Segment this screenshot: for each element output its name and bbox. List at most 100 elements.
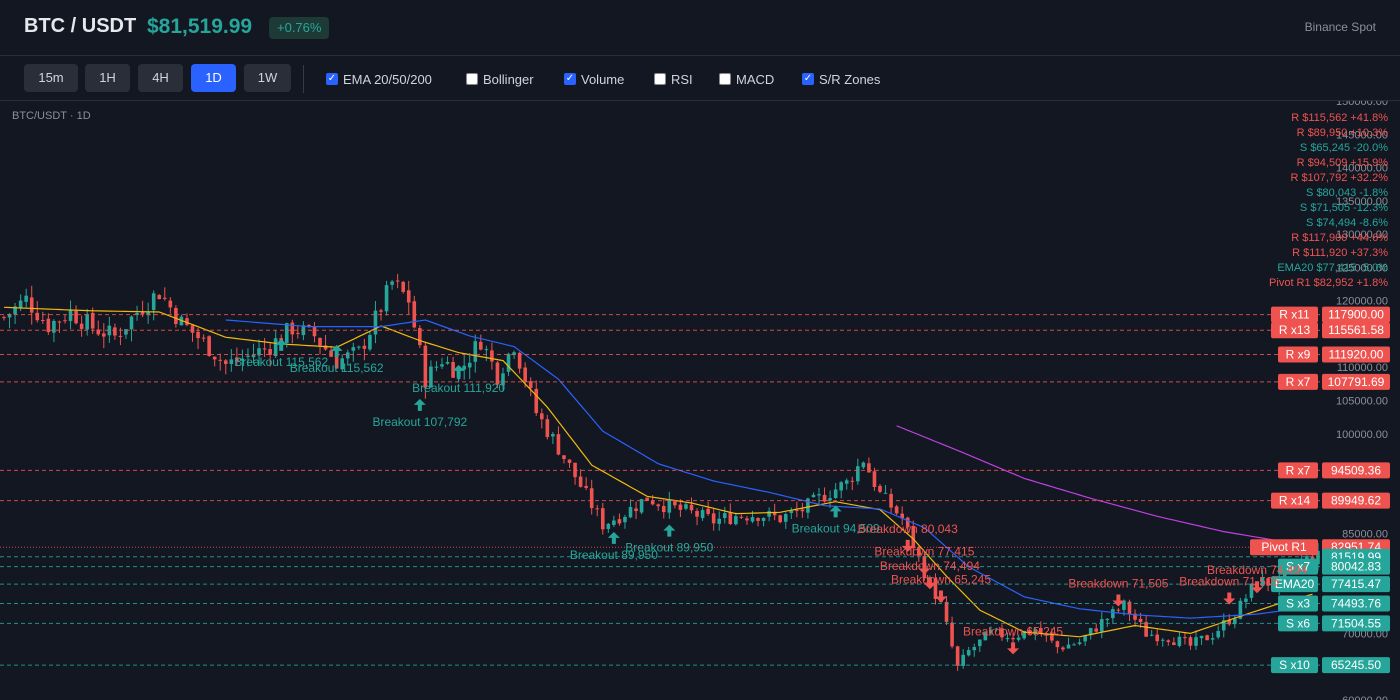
candle-body <box>972 647 977 651</box>
candle-body <box>1083 635 1087 642</box>
candle-body <box>46 318 51 333</box>
candle-body <box>1077 642 1082 645</box>
indicator-ema-toggle[interactable]: ✓ EMA 20/50/200 <box>326 70 432 88</box>
level-legend-line: S $80,043 -1.8% <box>1306 187 1388 199</box>
candle-body <box>539 413 544 420</box>
checkbox-unchecked-icon[interactable] <box>466 73 478 85</box>
timeframe-15m-button[interactable]: 15m <box>24 64 78 92</box>
indicator-bollinger-toggle[interactable]: Bollinger <box>466 70 534 88</box>
level-tag-label: R x14 <box>1279 494 1311 508</box>
candle-body <box>1199 635 1204 639</box>
candle-body <box>606 523 611 529</box>
level-tag-bg <box>1278 595 1318 612</box>
indicator-volume-toggle[interactable]: ✓ Volume <box>564 70 624 88</box>
checkbox-checked-icon[interactable]: ✓ <box>802 73 814 85</box>
level-price-bg <box>1322 657 1390 674</box>
breakout-arrow-up-icon <box>275 338 288 351</box>
trading-pair: BTC / USDT <box>24 15 137 37</box>
candle-body <box>262 348 267 350</box>
candlestick-chart-svg[interactable]: 150000.00 145000.00 140000.00 135000.00 1300… <box>0 101 1400 700</box>
candle-body <box>650 500 655 505</box>
checkbox-checked-icon[interactable]: ✓ <box>326 73 338 85</box>
y-axis-tick-label: 60000.00 <box>1342 695 1388 700</box>
candle-body <box>1188 637 1193 646</box>
candle-body <box>79 323 84 329</box>
candle-body <box>201 337 206 339</box>
level-tag-label: EMA20 <box>1275 577 1315 591</box>
candle-body <box>418 327 422 346</box>
indicator-sr-zones-toggle[interactable]: ✓ S/R Zones <box>802 70 880 88</box>
level-legend-line: S $74,494 -8.6% <box>1306 217 1388 229</box>
checkbox-unchecked-icon[interactable] <box>719 73 731 85</box>
breakout-arrow-up-icon <box>607 531 620 544</box>
level-legend-line: Pivot R1 $82,952 +1.8% <box>1269 277 1388 289</box>
candle-body <box>24 295 28 302</box>
candle-body <box>867 463 871 473</box>
indicator-rsi-toggle[interactable]: RSI <box>654 70 693 88</box>
candle-body <box>711 513 716 524</box>
checkbox-checked-icon[interactable]: ✓ <box>564 73 576 85</box>
candle-body <box>440 364 444 367</box>
y-axis-tick-label: 70000.00 <box>1342 628 1388 640</box>
ema50-line <box>225 319 1313 619</box>
indicator-macd-toggle[interactable]: MACD <box>719 70 774 88</box>
candle-body <box>883 492 888 494</box>
level-price-label: 89949.62 <box>1331 494 1381 508</box>
timeframe-1d-button[interactable]: 1D <box>191 64 236 92</box>
signal-label: Breakdown 71,505 <box>1068 577 1168 591</box>
signal-label: Breakout 115,562 <box>234 355 328 369</box>
candle-body <box>567 459 572 463</box>
candle-body <box>1038 628 1043 634</box>
candle-body <box>334 355 339 369</box>
candle-body <box>384 285 389 312</box>
signal-label: Breakout 89,950 <box>625 541 713 555</box>
candle-body <box>101 333 106 337</box>
candle-body <box>1094 628 1099 632</box>
timeframe-4h-button[interactable]: 4H <box>138 64 183 92</box>
candle-body <box>512 352 516 356</box>
y-axis-tick-label: 105000.00 <box>1336 396 1388 408</box>
candle-body <box>473 341 478 362</box>
candle-body <box>345 352 350 359</box>
candle-body <box>673 501 677 506</box>
candle-body <box>1260 577 1265 587</box>
candle-body <box>429 366 433 388</box>
price-chart[interactable]: 150000.00 145000.00 140000.00 135000.00 1300… <box>0 101 1400 700</box>
level-price-label: 117900.00 <box>1328 308 1384 322</box>
chart-title: BTC/USDT · 1D <box>12 110 91 122</box>
candle-body <box>118 335 123 337</box>
candle-body <box>1105 618 1110 621</box>
candle-body <box>1233 618 1237 625</box>
candle-body <box>917 547 921 556</box>
level-legend-line: R $94,509 +15.9% <box>1297 157 1389 169</box>
candle-body <box>734 516 738 525</box>
candle-body <box>13 306 17 315</box>
candle-body <box>490 350 494 362</box>
candle-body <box>994 628 999 630</box>
timeframe-1h-button[interactable]: 1H <box>85 64 130 92</box>
candle-body <box>296 332 300 334</box>
toolbar-divider <box>303 65 304 93</box>
candle-body <box>140 311 145 314</box>
candle-body <box>68 309 73 322</box>
candle-body <box>789 510 794 513</box>
candle-body <box>612 520 616 525</box>
candle-body <box>639 499 644 513</box>
signal-label: Breakdown 65,245 <box>891 573 991 587</box>
signal-label: Breakdown 74,494 <box>1207 563 1307 577</box>
checkbox-unchecked-icon[interactable] <box>654 73 666 85</box>
candle-body <box>323 345 328 350</box>
candle-body <box>617 519 622 524</box>
candle-body <box>451 362 455 378</box>
level-tag-label: R x7 <box>1286 375 1311 389</box>
candle-body <box>162 297 167 299</box>
breakdown-arrow-down-icon <box>1007 642 1020 655</box>
candle-body <box>911 526 916 549</box>
candle-body <box>467 362 472 368</box>
timeframe-1w-button[interactable]: 1W <box>244 64 291 92</box>
candle-body <box>1000 628 1004 638</box>
candle-body <box>1066 644 1071 649</box>
breakdown-arrow-down-icon <box>1251 581 1264 594</box>
candle-body <box>767 511 771 517</box>
candle-body <box>678 504 683 510</box>
